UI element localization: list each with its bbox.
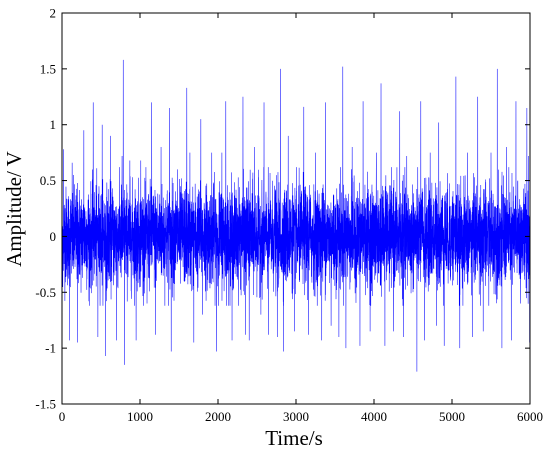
x-axis-label: Time/s: [265, 426, 323, 450]
y-tick-label: 1.5: [40, 61, 56, 76]
x-tick-label: 0: [59, 409, 66, 424]
x-tick-label: 4000: [361, 409, 387, 424]
y-axis-label: Amplitude/ V: [2, 151, 26, 267]
x-tick-label: 3000: [283, 409, 309, 424]
y-tick-label: 1: [50, 117, 57, 132]
x-tick-label: 5000: [439, 409, 465, 424]
x-tick-label: 6000: [517, 409, 543, 424]
signal-line: [62, 59, 530, 372]
y-tick-label: 0: [50, 229, 57, 244]
axes-layer: 0 1000 2000 3000 4000 5000 6000 -1.5 -1 -0.5 0 0.5 1…: [35, 6, 543, 425]
y-tick-label: -1: [45, 341, 56, 356]
y-tick-label: -0.5: [35, 285, 56, 300]
y-tick-label: 2: [50, 6, 57, 21]
y-tick-label: 0.5: [40, 173, 56, 188]
plot-layer: [62, 59, 530, 372]
x-tick-label: 2000: [205, 409, 231, 424]
y-tick-label: -1.5: [35, 397, 56, 412]
x-tick-label: 1000: [127, 409, 153, 424]
